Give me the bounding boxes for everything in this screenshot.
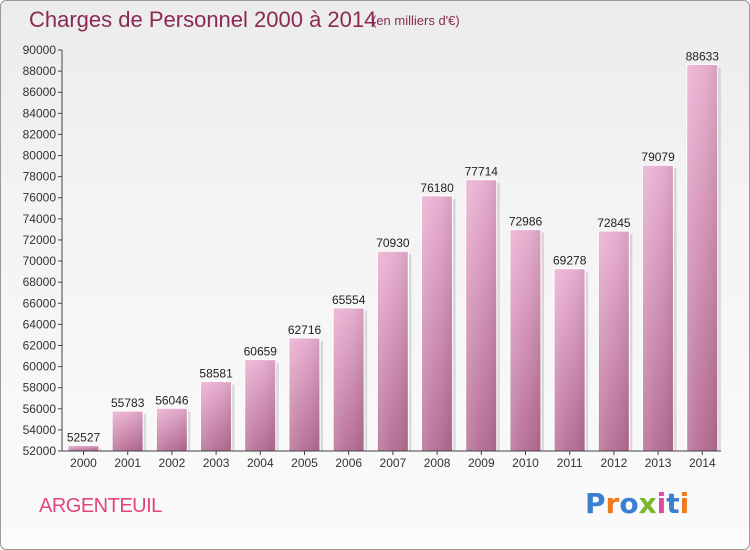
y-tick-label: 60000 xyxy=(23,360,57,374)
x-tick-label-2008: 2008 xyxy=(424,456,451,470)
y-tick-label: 74000 xyxy=(23,212,57,226)
bars-layer xyxy=(67,63,721,452)
data-label-2014: 88633 xyxy=(686,49,720,63)
data-label-2009: 77714 xyxy=(465,165,499,179)
data-label-2003: 58581 xyxy=(199,367,233,381)
chart-subtitle: (en milliers d'€) xyxy=(372,13,460,28)
bar-sheen xyxy=(201,382,231,451)
bar-sheen xyxy=(378,252,408,451)
data-label-2000: 52527 xyxy=(67,430,101,444)
y-tick-label: 78000 xyxy=(23,170,57,184)
bar-sheen xyxy=(245,360,275,451)
x-tick-label-2003: 2003 xyxy=(203,456,230,470)
bar-sheen xyxy=(511,230,540,451)
bar-sheen xyxy=(466,180,496,451)
logo-letter: x xyxy=(638,487,657,520)
y-tick-label: 68000 xyxy=(23,275,57,289)
x-tick-label-2004: 2004 xyxy=(247,456,274,470)
y-tick-label: 66000 xyxy=(23,296,57,310)
bar-sheen xyxy=(113,412,143,451)
logo-letter: t xyxy=(666,487,680,520)
x-tick-label-2010: 2010 xyxy=(512,456,539,470)
proxiti-logo: Proxiti xyxy=(585,487,689,520)
data-labels: 52527 55783 56046 58581 60659 62716 65554 70930… xyxy=(67,49,719,444)
x-tick-label-2005: 2005 xyxy=(291,456,318,470)
x-tick-label-2002: 2002 xyxy=(159,456,186,470)
y-tick-label: 52000 xyxy=(23,444,57,458)
x-tick-label-2009: 2009 xyxy=(468,456,495,470)
x-tick-label-2012: 2012 xyxy=(601,456,628,470)
data-label-2001: 55783 xyxy=(111,396,145,410)
bar-sheen xyxy=(334,308,364,451)
y-tick-label: 56000 xyxy=(23,402,57,416)
x-tick-label-2006: 2006 xyxy=(335,456,362,470)
x-axis-ticks: 2000 2001 2002 2003 2004 2005 2006 2007 2008 2009… xyxy=(70,451,716,470)
x-tick-label-2007: 2007 xyxy=(380,456,407,470)
data-label-2005: 62716 xyxy=(288,323,322,337)
bar-sheen xyxy=(290,338,319,451)
bar-sheen xyxy=(69,446,98,451)
logo-letter: r xyxy=(605,487,620,520)
y-tick-label: 70000 xyxy=(23,254,57,268)
y-tick-label: 90000 xyxy=(23,43,57,57)
data-label-2008: 76180 xyxy=(420,181,454,195)
y-tick-label: 84000 xyxy=(23,106,57,120)
data-label-2006: 65554 xyxy=(332,293,366,307)
x-tick-label-2001: 2001 xyxy=(114,456,141,470)
x-tick-label-2011: 2011 xyxy=(557,456,583,470)
y-axis: 52000 54000 56000 58000 60000 62000 64000 66000… xyxy=(23,43,721,458)
y-tick-label: 88000 xyxy=(23,64,57,78)
logo-letter: i xyxy=(679,487,690,520)
city-name: ARGENTEUIL xyxy=(39,495,162,517)
bar-sheen xyxy=(555,269,585,451)
y-tick-label: 76000 xyxy=(23,191,57,205)
chart-title: Charges de Personnel 2000 à 2014 xyxy=(29,7,377,32)
x-tick-label-2013: 2013 xyxy=(645,456,672,470)
x-tick-label-2000: 2000 xyxy=(70,456,97,470)
y-tick-label: 58000 xyxy=(23,381,57,395)
data-label-2010: 72986 xyxy=(509,215,543,229)
logo-letter: P xyxy=(585,487,606,520)
y-tick-label: 64000 xyxy=(23,317,57,331)
bar-sheen xyxy=(599,232,629,451)
data-label-2011: 69278 xyxy=(553,254,587,268)
y-tick-label: 86000 xyxy=(23,85,57,99)
y-tick-label: 82000 xyxy=(23,127,57,141)
bar-sheen xyxy=(422,196,452,451)
bar-sheen xyxy=(643,166,673,451)
data-label-2004: 60659 xyxy=(244,345,278,359)
bar-sheen xyxy=(157,409,187,451)
x-tick-label-2014: 2014 xyxy=(689,456,716,470)
y-tick-label: 80000 xyxy=(23,149,57,163)
logo-letter: o xyxy=(619,487,639,520)
data-label-2002: 56046 xyxy=(155,393,189,407)
logo-letter: i xyxy=(656,487,667,520)
bar-sheen xyxy=(687,65,717,451)
data-label-2012: 72845 xyxy=(597,216,631,230)
y-tick-label: 72000 xyxy=(23,233,57,247)
data-label-2007: 70930 xyxy=(376,236,410,250)
y-tick-label: 54000 xyxy=(23,423,57,437)
y-tick-label: 62000 xyxy=(23,338,57,352)
data-label-2013: 79079 xyxy=(641,150,675,164)
